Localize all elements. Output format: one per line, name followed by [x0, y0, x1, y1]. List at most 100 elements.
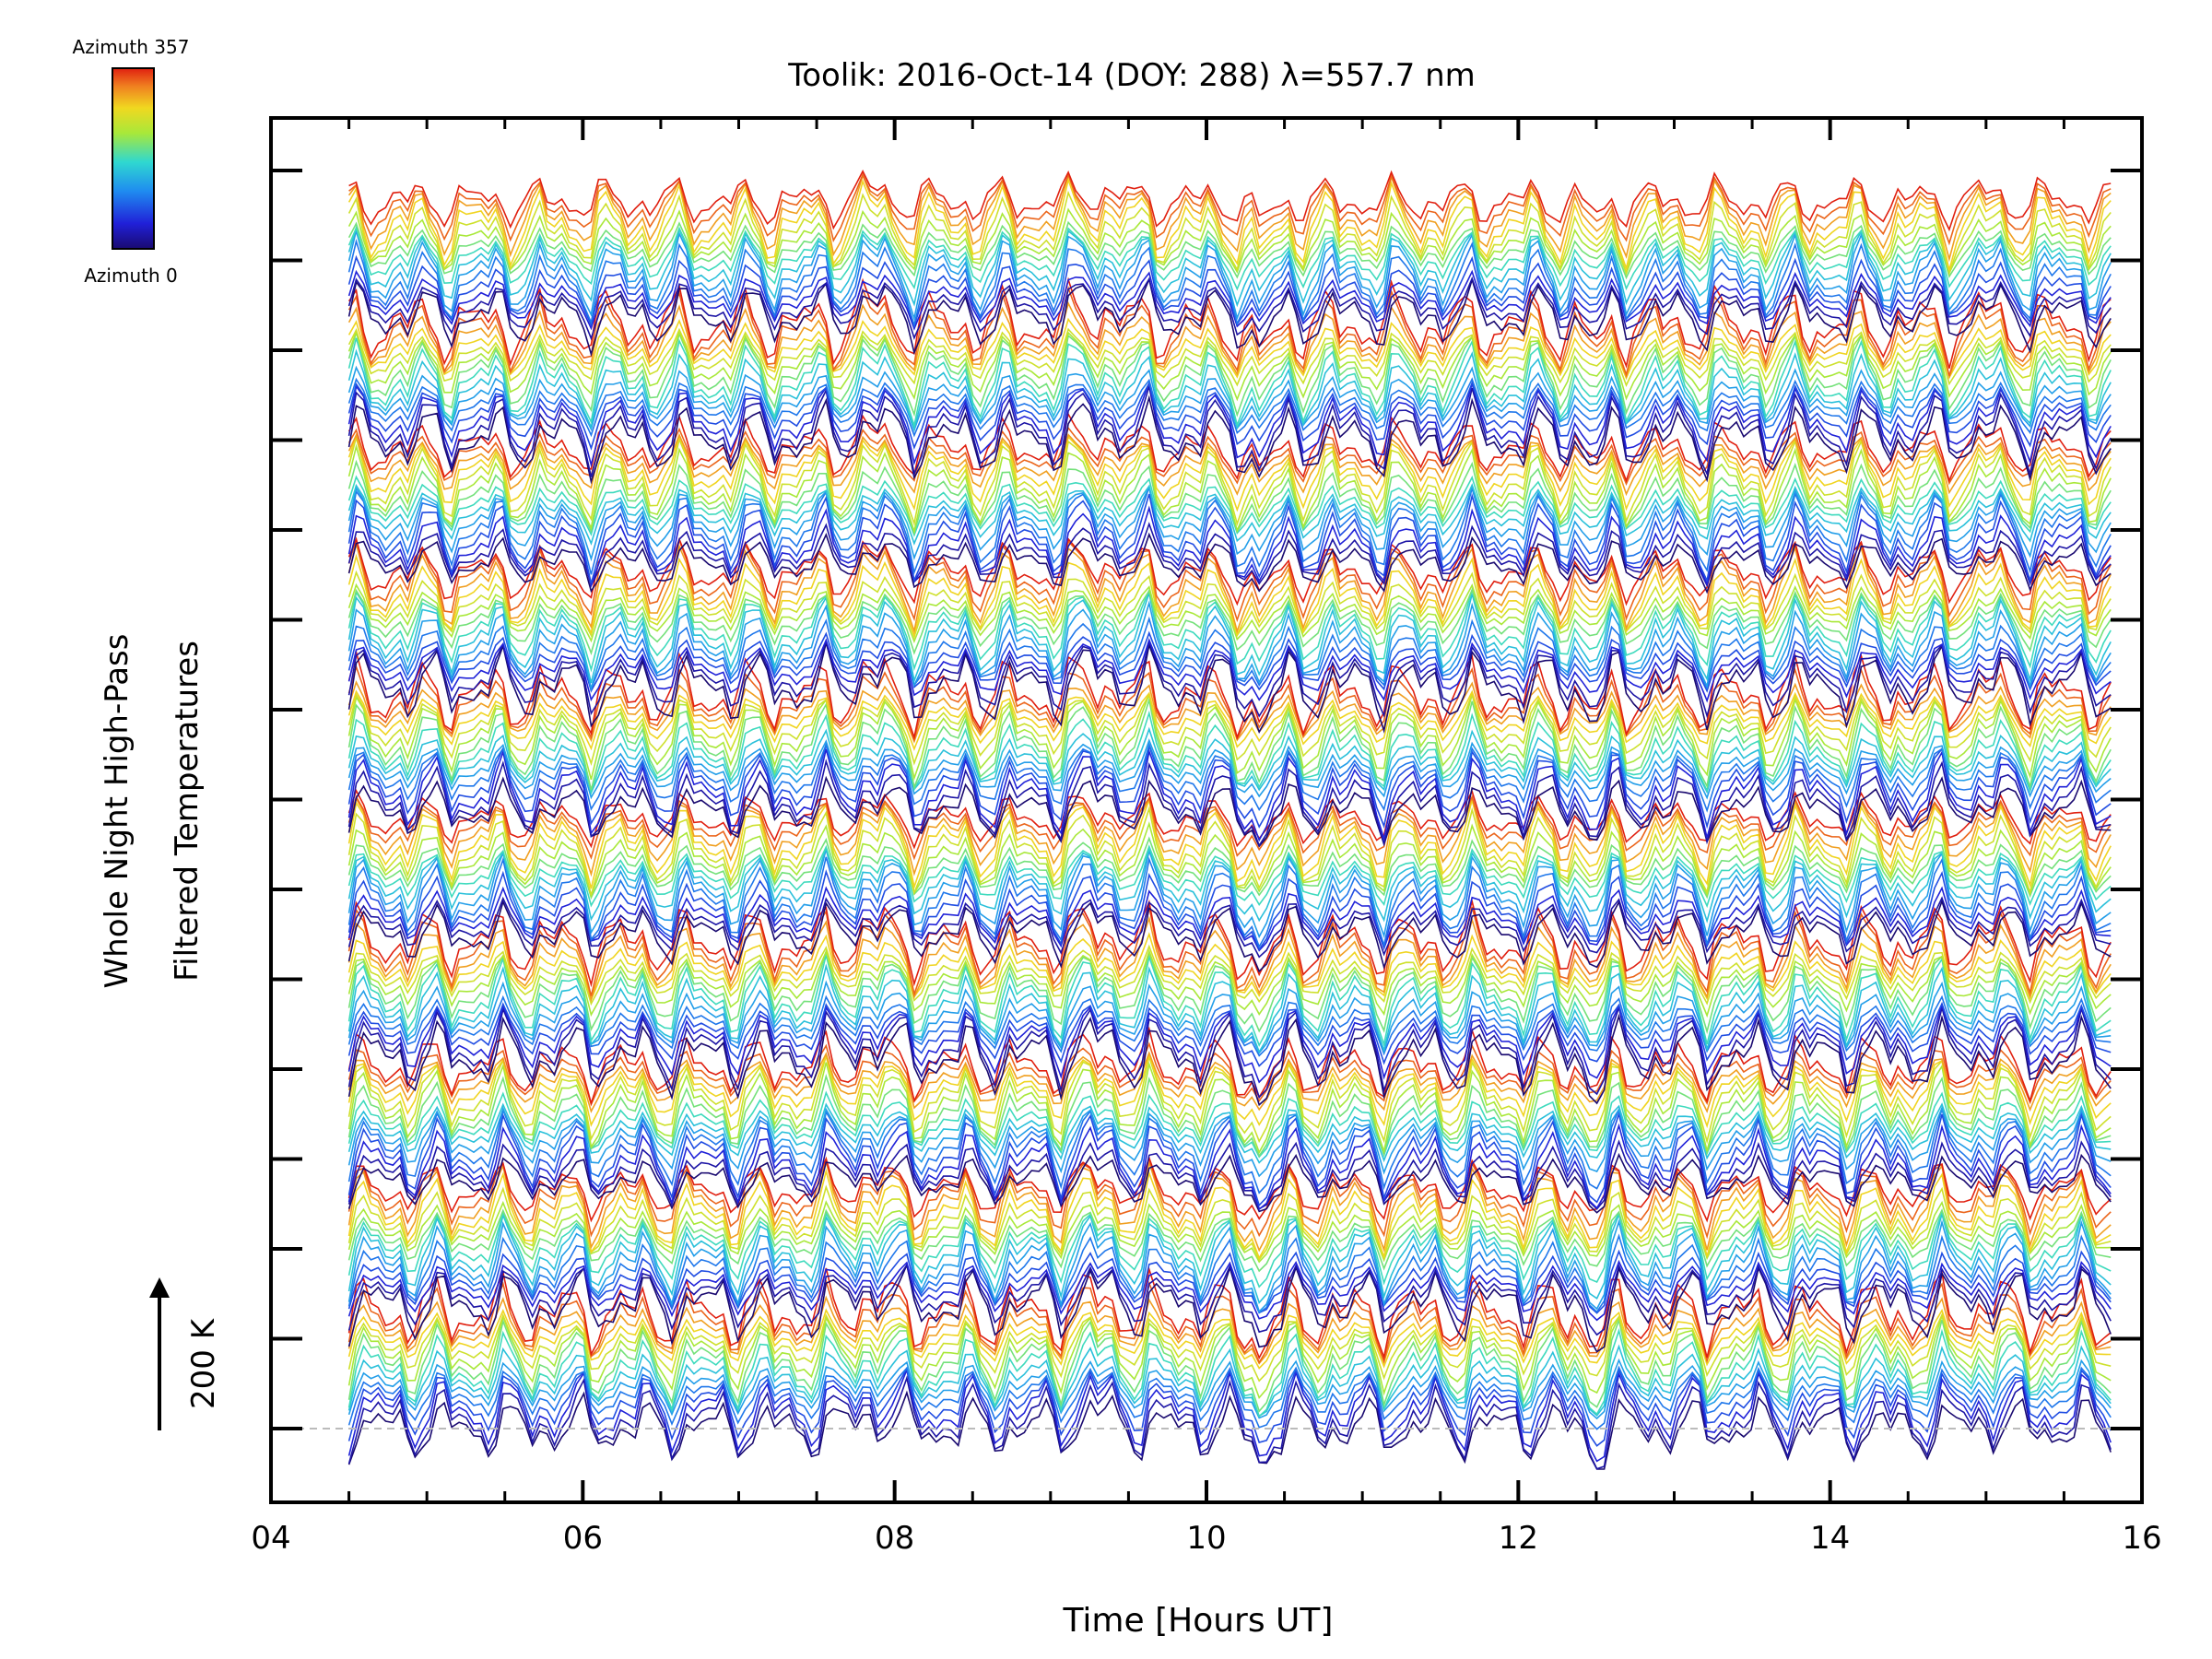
- series-line: [347, 691, 2112, 782]
- series-line: [347, 238, 2112, 328]
- series-line: [347, 412, 2112, 483]
- series-line: [347, 483, 2112, 546]
- series-line: [347, 680, 2112, 744]
- series-line: [347, 1102, 2112, 1164]
- series-line: [347, 536, 2112, 623]
- series-line: [347, 443, 2112, 535]
- series-line: [347, 459, 2112, 536]
- y-axis-label-line1: Whole Night High-Pass: [99, 634, 135, 989]
- series-line: [347, 1123, 2112, 1211]
- series-line: [347, 963, 2112, 1054]
- series-line: [347, 788, 2112, 850]
- series-line: [347, 1061, 2112, 1155]
- series-line: [347, 1051, 2112, 1113]
- series-line: [347, 1218, 2112, 1313]
- series-line: [347, 380, 2112, 468]
- series-line: [347, 899, 2112, 973]
- series-line: [347, 1168, 2112, 1260]
- scale-bar-label: 200 K: [185, 1317, 222, 1409]
- series-line: [347, 377, 2112, 438]
- series-line: [347, 932, 2112, 1003]
- series-line: [347, 269, 2112, 331]
- series-line: [347, 536, 2112, 606]
- series-line: [347, 348, 2112, 432]
- series-line: [347, 759, 2112, 848]
- series-line: [347, 1013, 2112, 1107]
- series-line: [347, 1390, 2112, 1470]
- series-line: [347, 505, 2112, 588]
- series-line: [347, 220, 2112, 280]
- series-line: [347, 570, 2112, 640]
- series-line: [347, 726, 2112, 795]
- series-line: [347, 254, 2112, 329]
- series-line: [347, 845, 2112, 924]
- x-tick-label: 08: [875, 1520, 914, 1557]
- series-line: [347, 171, 2112, 263]
- series-line: [347, 590, 2112, 684]
- series-line: [347, 329, 2112, 418]
- series-line: [347, 630, 2112, 693]
- series-line: [347, 600, 2112, 692]
- series-line: [347, 380, 2112, 451]
- series-line: [348, 170, 2112, 232]
- series-line: [347, 1155, 2112, 1223]
- series-line: [347, 794, 2112, 877]
- series-line: [347, 980, 2112, 1054]
- series-line: [347, 664, 2112, 743]
- series-line: [347, 553, 2112, 639]
- x-axis: 04 06 08 10 12 14 16: [251, 118, 2162, 1557]
- series-line: [347, 691, 2112, 766]
- series-line: [347, 587, 2112, 673]
- series-line: [347, 426, 2112, 487]
- series-line: [347, 276, 2112, 358]
- series-line: [347, 1152, 2112, 1214]
- series-line: [347, 710, 2112, 795]
- x-tick-label: 14: [1810, 1520, 1850, 1557]
- series-line: [347, 697, 2112, 791]
- series-layer: [347, 170, 2112, 1470]
- series-line: [347, 329, 2112, 402]
- x-tick-label: 04: [251, 1520, 290, 1557]
- series-line: [347, 896, 2112, 959]
- series-line: [347, 1375, 2112, 1470]
- x-tick-label: 16: [2122, 1520, 2161, 1557]
- series-line: [347, 1263, 2112, 1336]
- series-line: [347, 806, 2112, 896]
- x-tick-label: 12: [1499, 1520, 1538, 1557]
- series-line: [347, 616, 2112, 691]
- series-line: [347, 484, 2112, 575]
- series-line: [347, 207, 2112, 276]
- series-line: [347, 1358, 2112, 1420]
- x-tick-label: 10: [1186, 1520, 1226, 1557]
- series-line: [347, 1200, 2112, 1264]
- series-line: [347, 1156, 2112, 1240]
- series-line: [347, 1308, 2112, 1370]
- series-line: [347, 337, 2112, 429]
- series-line: [347, 365, 2112, 433]
- x-axis-label: Time [Hours UT]: [1063, 1602, 1334, 1640]
- series-line: [347, 796, 2112, 890]
- y-axis-label-line2: Filtered Temperatures: [169, 641, 206, 982]
- series-line: [347, 1139, 2112, 1210]
- series-line: [347, 1041, 2112, 1107]
- series-line: [347, 544, 2112, 634]
- series-line: [347, 1266, 2112, 1360]
- series-line: [347, 689, 2112, 751]
- series-line: [347, 944, 2112, 1006]
- series-line: [347, 994, 2112, 1057]
- series-line: [347, 432, 2112, 497]
- series-line: [347, 1090, 2112, 1159]
- series-line: [347, 177, 2112, 272]
- series-line: [347, 437, 2112, 526]
- series-line: [347, 948, 2112, 1018]
- series-line: [347, 915, 2112, 1003]
- series-line: [347, 738, 2112, 800]
- colorbar-top-label: Azimuth 357: [73, 36, 190, 58]
- series-line: [347, 1367, 2112, 1463]
- series-line: [347, 276, 2112, 369]
- series-line: [347, 386, 2112, 477]
- series-line: [347, 1249, 2112, 1314]
- series-line: [347, 1026, 2112, 1106]
- series-line: [347, 794, 2112, 861]
